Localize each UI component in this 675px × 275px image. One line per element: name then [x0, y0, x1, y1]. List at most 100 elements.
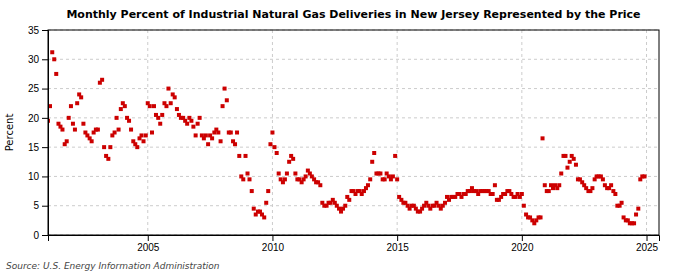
point — [563, 154, 567, 158]
point — [166, 87, 170, 91]
grid-line-x — [397, 30, 398, 235]
point — [557, 183, 561, 187]
y-tick-label: 15 — [28, 142, 40, 153]
point — [541, 136, 545, 140]
y-tick-label: 10 — [28, 171, 40, 182]
point — [636, 207, 640, 211]
point — [142, 139, 146, 143]
point — [372, 151, 376, 155]
point — [572, 157, 576, 161]
point — [106, 157, 110, 161]
point — [266, 189, 270, 193]
point — [522, 204, 526, 208]
point — [246, 172, 250, 176]
plot-frame — [48, 30, 659, 235]
point — [96, 128, 100, 132]
point — [160, 113, 164, 117]
grid-line-y — [48, 205, 659, 206]
point — [115, 116, 119, 120]
y-tick-label: 5 — [33, 200, 39, 211]
point — [117, 128, 121, 132]
x-axis: 20052010201520202025 — [49, 235, 660, 253]
point — [185, 122, 189, 126]
point — [233, 142, 237, 146]
point — [73, 128, 77, 132]
point — [559, 172, 563, 176]
y-axis-line — [42, 31, 49, 236]
y-tick: 15 — [28, 142, 48, 153]
point — [293, 172, 297, 176]
grid-line-x — [646, 30, 647, 235]
y-tick-mark — [42, 30, 48, 31]
y-axis: 05101520253035 — [28, 25, 49, 241]
point — [285, 172, 289, 176]
point — [634, 213, 638, 217]
y-tick: 10 — [28, 171, 48, 182]
point — [601, 177, 605, 181]
y-tick: 25 — [28, 83, 48, 94]
x-tick: 2010 — [262, 235, 285, 253]
grid-line-y — [48, 117, 659, 118]
y-tick-mark — [42, 176, 48, 177]
y-tick-mark — [42, 206, 48, 207]
point — [164, 104, 168, 108]
point — [102, 145, 106, 149]
x-tick-label: 2025 — [636, 242, 659, 253]
point — [250, 189, 254, 193]
plot-area: 2005201020152020202505101520253035 — [28, 25, 660, 253]
y-tick-mark — [42, 118, 48, 119]
x-tick: 2025 — [636, 235, 659, 253]
point — [81, 122, 85, 126]
point — [75, 101, 79, 105]
y-tick-mark — [42, 59, 48, 60]
point — [291, 157, 295, 161]
x-tick: 2020 — [511, 235, 534, 253]
y-tick-label: 0 — [33, 230, 39, 241]
point — [590, 186, 594, 190]
y-tick: 20 — [28, 113, 48, 124]
point — [119, 107, 123, 111]
point — [237, 154, 241, 158]
point — [539, 215, 543, 219]
point — [229, 131, 233, 135]
point — [221, 104, 225, 108]
point — [65, 139, 69, 143]
grid-line-y — [48, 176, 659, 177]
point — [613, 192, 617, 196]
point — [216, 131, 220, 135]
point — [148, 104, 152, 108]
point — [196, 122, 200, 126]
point — [275, 151, 279, 155]
point — [156, 116, 160, 120]
point — [248, 177, 252, 181]
point — [189, 119, 193, 123]
point — [191, 125, 195, 129]
grid-line-x — [147, 30, 148, 235]
point — [144, 133, 148, 137]
point — [391, 174, 395, 178]
point — [304, 174, 308, 178]
point — [443, 201, 447, 205]
point — [244, 154, 248, 158]
point — [272, 145, 276, 149]
point — [368, 177, 372, 181]
point — [491, 192, 495, 196]
point — [152, 104, 156, 108]
y-tick-mark — [42, 147, 48, 148]
point — [393, 154, 397, 158]
point — [173, 95, 177, 99]
point — [69, 104, 73, 108]
point — [135, 145, 139, 149]
source-note: Source: U.S. Energy Information Administ… — [6, 261, 220, 271]
point — [283, 177, 287, 181]
point — [287, 160, 291, 164]
point — [198, 116, 202, 120]
grid-line-y — [48, 147, 659, 148]
y-tick-mark — [42, 89, 48, 90]
x-tick: 2005 — [137, 235, 160, 253]
point — [395, 177, 399, 181]
point — [79, 95, 83, 99]
x-tick-mark — [397, 235, 398, 241]
point — [206, 142, 210, 146]
x-tick-label: 2020 — [511, 242, 534, 253]
